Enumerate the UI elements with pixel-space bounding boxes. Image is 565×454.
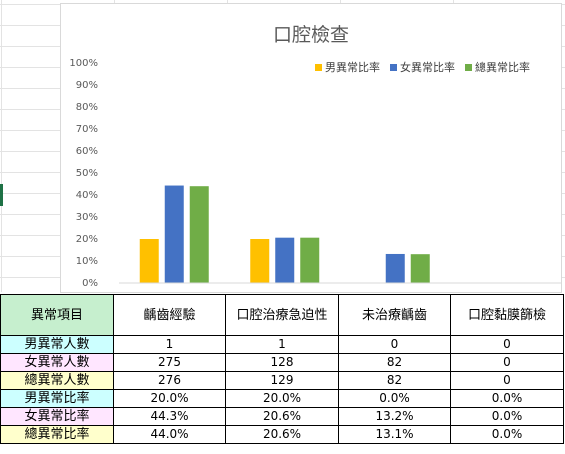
row-label[interactable]: 女異常人數 <box>0 353 114 372</box>
header-cell[interactable]: 未治療齲齒 <box>338 294 451 336</box>
bar-女異常比率-齲齒經驗 <box>164 185 184 283</box>
row-label[interactable]: 男異常比率 <box>0 389 114 408</box>
y-tick-label: 20% <box>76 234 98 245</box>
legend-swatch-female <box>390 63 397 71</box>
y-tick-label: 70% <box>76 124 98 135</box>
bar-男異常比率-口腔治療急迫性 <box>250 239 270 283</box>
legend-item-male: 男異常比率 <box>315 59 380 75</box>
data-table: 異常項目 齲齒經驗 口腔治療急迫性 未治療齲齒 口腔黏膜篩檢 男異常人數 1 1 0 0 女異常人數… <box>0 294 564 444</box>
table-cell[interactable]: 276 <box>113 371 226 390</box>
legend-item-total: 總異常比率 <box>465 59 530 75</box>
y-tick-label: 50% <box>76 168 98 179</box>
legend-swatch-male <box>315 63 322 71</box>
row-label[interactable]: 男異常人數 <box>0 335 114 354</box>
bar-總異常比率-口腔治療急迫性 <box>300 237 320 283</box>
table-cell[interactable]: 0 <box>450 353 564 372</box>
table-cell[interactable]: 275 <box>113 353 226 372</box>
header-cell[interactable]: 齲齒經驗 <box>113 294 226 336</box>
y-tick-label: 30% <box>76 212 98 223</box>
header-item-label[interactable]: 異常項目 <box>0 294 114 336</box>
table-cell[interactable]: 0.0% <box>450 407 564 426</box>
table-row: 女異常人數 275 128 82 0 <box>0 353 564 372</box>
legend-item-female: 女異常比率 <box>390 59 455 75</box>
table-cell[interactable]: 0.0% <box>450 389 564 408</box>
y-tick-label: 90% <box>76 80 98 91</box>
table-cell[interactable]: 20.0% <box>113 389 226 408</box>
table-cell[interactable]: 0 <box>338 335 451 354</box>
bar-chart[interactable]: 口腔檢查 男異常比率 女異常比率 總異常比率 0% 10% 20% 30% 40% 50%… <box>60 3 562 293</box>
table-cell[interactable]: 13.2% <box>338 407 451 426</box>
table-cell[interactable]: 20.0% <box>225 389 339 408</box>
row-selection-marker <box>0 184 3 206</box>
row-label[interactable]: 總異常人數 <box>0 371 114 390</box>
table-cell[interactable]: 1 <box>113 335 226 354</box>
table-row: 女異常比率 44.3% 20.6% 13.2% 0.0% <box>0 407 564 426</box>
table-cell[interactable]: 13.1% <box>338 425 451 444</box>
row-label[interactable]: 總異常比率 <box>0 425 114 444</box>
bar-女異常比率-未治療齲齒 <box>385 253 405 283</box>
table-cell[interactable]: 20.6% <box>225 407 339 426</box>
table-cell[interactable]: 0.0% <box>338 389 451 408</box>
table-cell[interactable]: 0 <box>450 371 564 390</box>
header-cell[interactable]: 口腔黏膜篩檢 <box>450 294 564 336</box>
table-row: 總異常人數 276 129 82 0 <box>0 371 564 390</box>
table-row: 總異常比率 44.0% 20.6% 13.1% 0.0% <box>0 425 564 444</box>
y-tick-label: 10% <box>76 256 98 267</box>
legend-label-female: 女異常比率 <box>400 61 455 74</box>
table-cell[interactable]: 0.0% <box>450 425 564 444</box>
y-tick-label: 100% <box>69 58 98 69</box>
table-cell[interactable]: 82 <box>338 353 451 372</box>
bar-女異常比率-口腔治療急迫性 <box>275 237 295 283</box>
table-cell[interactable]: 1 <box>225 335 339 354</box>
table-cell[interactable]: 82 <box>338 371 451 390</box>
table-cell[interactable]: 129 <box>225 371 339 390</box>
table-row: 男異常比率 20.0% 20.0% 0.0% 0.0% <box>0 389 564 408</box>
y-tick-label: 0% <box>82 278 98 289</box>
y-tick-label: 80% <box>76 102 98 113</box>
bar-男異常比率-齲齒經驗 <box>139 239 159 283</box>
table-cell[interactable]: 44.3% <box>113 407 226 426</box>
bar-總異常比率-齲齒經驗 <box>189 186 209 283</box>
y-tick-label: 60% <box>76 146 98 157</box>
chart-plot: 0% 10% 20% 30% 40% 50% 60% 70% 80% 90% 100% <box>69 58 561 289</box>
table-cell[interactable]: 0 <box>450 335 564 354</box>
table-row: 男異常人數 1 1 0 0 <box>0 335 564 354</box>
legend-swatch-total <box>465 63 472 71</box>
y-tick-label: 40% <box>76 190 98 201</box>
table-cell[interactable]: 44.0% <box>113 425 226 444</box>
legend-label-total: 總異常比率 <box>475 61 530 74</box>
table-cell[interactable]: 128 <box>225 353 339 372</box>
table-header-row: 異常項目 齲齒經驗 口腔治療急迫性 未治療齲齒 口腔黏膜篩檢 <box>0 294 564 336</box>
header-cell[interactable]: 口腔治療急迫性 <box>225 294 339 336</box>
chart-legend: 男異常比率 女異常比率 總異常比率 <box>315 59 530 75</box>
legend-label-male: 男異常比率 <box>325 61 380 74</box>
bar-總異常比率-未治療齲齒 <box>410 254 430 283</box>
row-label[interactable]: 女異常比率 <box>0 407 114 426</box>
chart-title: 口腔檢查 <box>272 24 349 46</box>
table-cell[interactable]: 20.6% <box>225 425 339 444</box>
